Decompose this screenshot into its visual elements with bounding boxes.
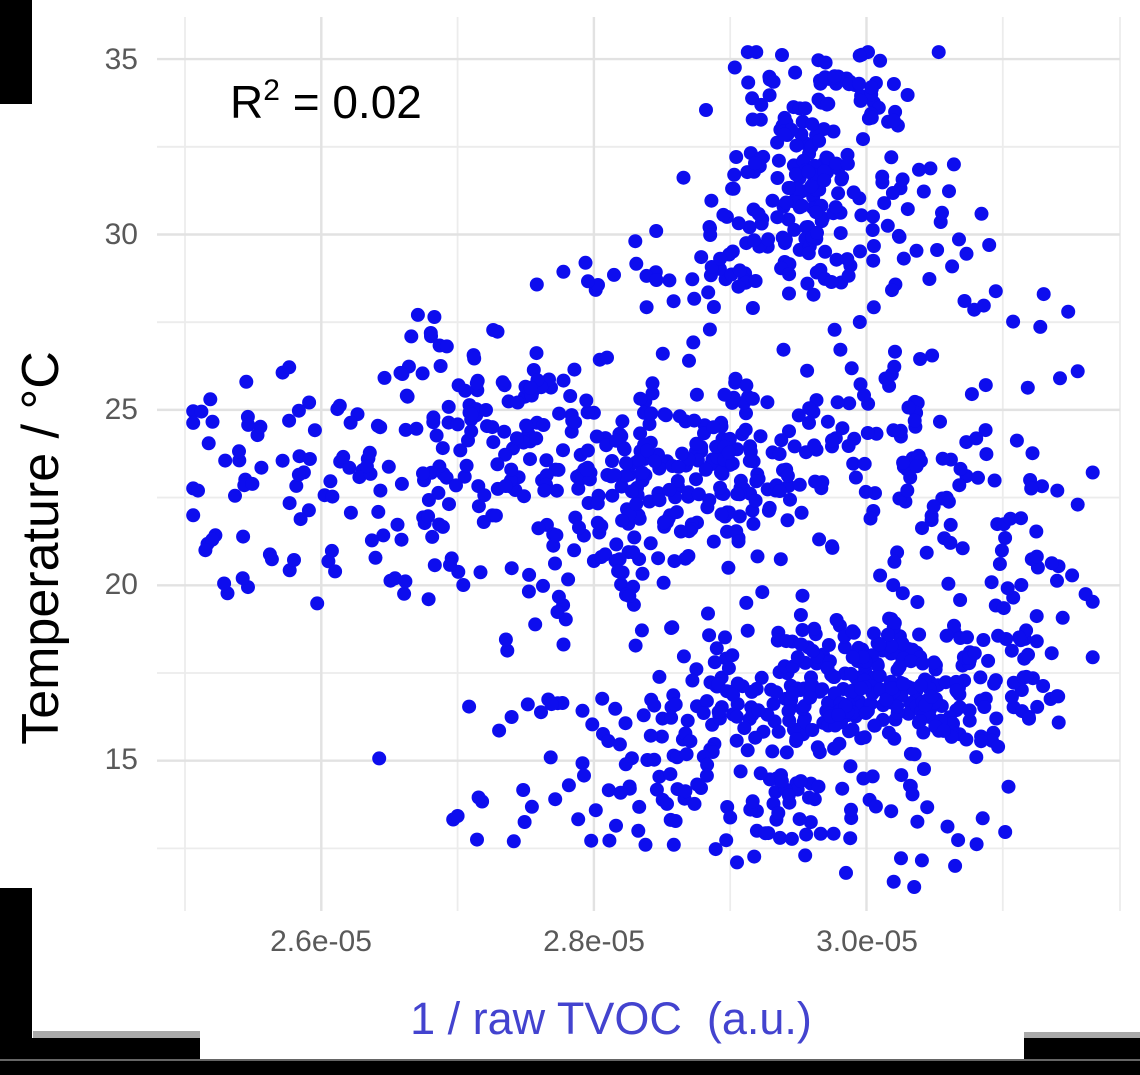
y-tick-35: 35 xyxy=(104,43,138,76)
x-axis-title: 1 / raw TVOC (a.u.) xyxy=(410,993,812,1044)
annotation-value: = 0.02 xyxy=(279,76,422,128)
y-axis-title: Temperature / °C xyxy=(12,351,70,745)
r-squared-annotation: R2 = 0.02 xyxy=(230,74,422,130)
y-tick-25: 25 xyxy=(104,393,138,426)
mask-bottom-bar xyxy=(0,1059,1140,1075)
y-tick-20: 20 xyxy=(104,568,138,601)
annotation-exponent: 2 xyxy=(263,74,280,107)
y-tick-30: 30 xyxy=(104,218,138,251)
x-tick-2.6e-05: 2.6e-05 xyxy=(270,925,372,958)
mask-gray-bar-left xyxy=(33,1031,200,1039)
x-tick-3.0e-05: 3.0e-05 xyxy=(816,925,918,958)
mask-top-left-corner xyxy=(0,0,32,104)
annotation-base: R xyxy=(230,76,264,128)
x-tick-2.8e-05: 2.8e-05 xyxy=(543,925,645,958)
y-tick-15: 15 xyxy=(104,743,138,776)
mask-gray-bar-right xyxy=(1024,1032,1140,1039)
